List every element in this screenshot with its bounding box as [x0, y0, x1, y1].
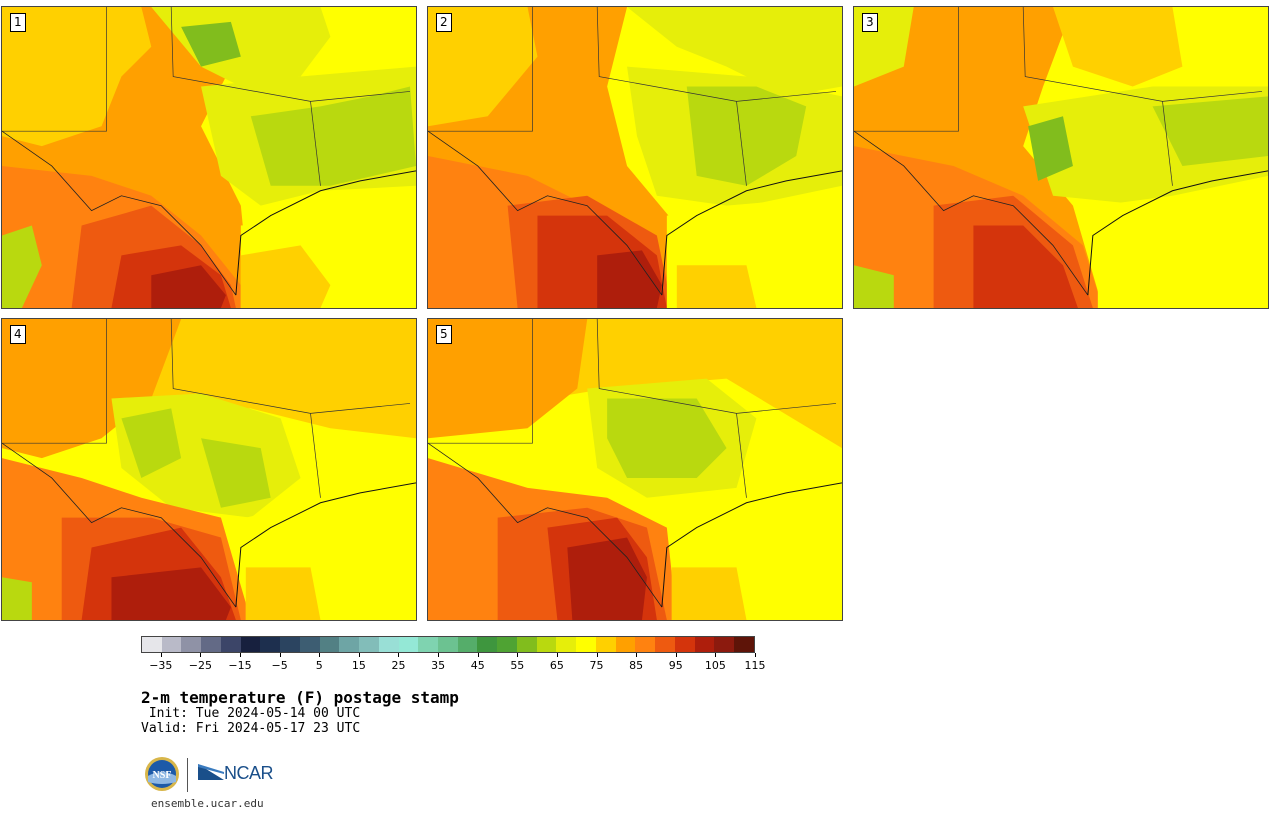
colorbar-tick: [240, 653, 242, 657]
ncar-logo-text: NCAR: [224, 763, 274, 783]
member-panel-1: 1: [1, 6, 417, 309]
colorbar-segment: [516, 637, 537, 652]
member-panel-5: 5: [427, 318, 843, 621]
colorbar-segment: [694, 637, 715, 652]
colorbar-tick-label: 95: [668, 659, 683, 672]
member-number-label: 1: [10, 13, 26, 32]
temperature-map-3: [854, 7, 1268, 308]
colorbar-tick: [556, 653, 558, 657]
colorbar-tick: [636, 653, 638, 657]
colorbar-segment: [438, 637, 458, 652]
temperature-map-1: [2, 7, 416, 308]
plot-title: 2-m temperature (F) postage stamp: [141, 688, 459, 707]
member-number-label: 2: [436, 13, 452, 32]
colorbar-segment: [674, 637, 695, 652]
colorbar-tick-label: 35: [431, 659, 446, 672]
colorbar-segment: [418, 637, 439, 652]
ncar-mark-icon: [198, 764, 224, 780]
colorbar-segment: [714, 637, 735, 652]
colorbar-tick-label: −15: [228, 659, 252, 672]
svg-text:NSF: NSF: [153, 770, 172, 781]
colorbar-segment: [339, 637, 360, 652]
colorbar-segment: [576, 637, 596, 652]
colorbar-tick-label: 115: [744, 659, 766, 672]
member-panel-4: 4: [1, 318, 417, 621]
colorbar-tick-label: −35: [149, 659, 173, 672]
colorbar-segment: [497, 637, 517, 652]
colorbar-segment: [615, 637, 636, 652]
colorbar-tick: [279, 653, 281, 657]
colorbar-tick: [200, 653, 202, 657]
colorbar-tick-label: 55: [510, 659, 525, 672]
colorbar-tick: [755, 653, 756, 657]
colorbar-tick-label: 45: [470, 659, 485, 672]
colorbar-tick-label: −25: [188, 659, 213, 672]
colorbar-segment: [299, 637, 320, 652]
init-time: Init: Tue 2024-05-14 00 UTC: [141, 706, 361, 721]
member-number-label: 5: [436, 325, 452, 344]
colorbar-segment: [734, 637, 754, 652]
colorbar-segment: [142, 637, 162, 652]
colorbar-tick-label: −5: [271, 659, 288, 672]
colorbar-segment: [457, 637, 478, 652]
colorbar-tick-label: 85: [629, 659, 644, 672]
colorbar-tick: [398, 653, 400, 657]
colorbar-tick: [319, 653, 321, 657]
colorbar-segment: [319, 637, 340, 652]
colorbar-tick-label: 105: [704, 659, 726, 672]
site-url: ensemble.ucar.edu: [151, 797, 264, 810]
colorbar-tick-label: 75: [589, 659, 604, 672]
colorbar-segment: [240, 637, 261, 652]
temperature-map-2: [428, 7, 842, 308]
colorbar-segment: [359, 637, 379, 652]
logo-divider: [187, 758, 188, 792]
colorbar-segment: [556, 637, 577, 652]
member-number-label: 3: [862, 13, 878, 32]
colorbar-tick: [438, 653, 440, 657]
colorbar-segment: [280, 637, 300, 652]
colorbar-tick: [675, 653, 677, 657]
colorbar-segment: [595, 637, 616, 652]
colorbar-tick: [358, 653, 360, 657]
colorbar-tick-label: 15: [351, 659, 366, 672]
colorbar-tick: [477, 653, 479, 657]
colorbar-tick: [517, 653, 519, 657]
nsf-logo-icon: NSF: [145, 757, 179, 791]
colorbar-tick: [160, 653, 162, 657]
colorbar-segment: [220, 637, 241, 652]
colorbar-segment: [635, 637, 656, 652]
colorbar-segment: [181, 637, 202, 652]
colorbar-segment: [398, 637, 419, 652]
colorbar-segment: [201, 637, 221, 652]
temperature-map-4: [2, 319, 416, 620]
member-panel-3: 3: [853, 6, 1269, 309]
valid-time: Valid: Fri 2024-05-17 23 UTC: [141, 721, 361, 736]
colorbar-tick: [596, 653, 598, 657]
colorbar-tick-label: 65: [549, 659, 564, 672]
colorbar-segment: [477, 637, 498, 652]
member-panel-2: 2: [427, 6, 843, 309]
colorbar-segment: [260, 637, 281, 652]
colorbar-segment: [378, 637, 399, 652]
member-number-label: 4: [10, 325, 26, 344]
colorbar-segment: [536, 637, 557, 652]
colorbar-ticks: −35 −25 −15 −5 5 15 25 35 45 55 65 75 85 95 105 115: [141, 653, 766, 673]
temperature-map-5: [428, 319, 842, 620]
colorbar-tick: [715, 653, 717, 657]
colorbar-tick-label: 25: [391, 659, 406, 672]
temperature-colorbar: [141, 636, 755, 653]
colorbar-segment: [655, 637, 675, 652]
sponsor-logos: NSF NCAR: [144, 756, 274, 794]
colorbar-segment: [161, 637, 182, 652]
colorbar-tick-label: 5: [315, 659, 323, 672]
